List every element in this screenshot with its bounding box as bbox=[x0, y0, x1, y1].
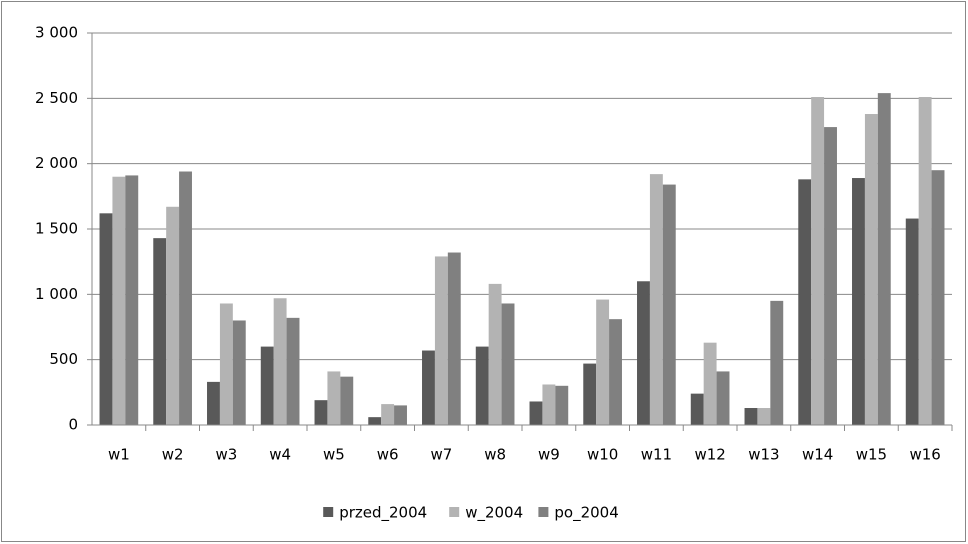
bar bbox=[286, 317, 300, 425]
bar bbox=[488, 283, 502, 425]
bar bbox=[555, 385, 569, 425]
bar bbox=[583, 363, 597, 425]
x-tick-label: w5 bbox=[323, 446, 345, 464]
bar bbox=[877, 93, 891, 426]
bar bbox=[219, 303, 233, 425]
bar bbox=[340, 376, 354, 425]
x-tick-label: w4 bbox=[269, 446, 291, 464]
y-tick-label: 1 500 bbox=[35, 220, 78, 238]
bar bbox=[757, 408, 771, 425]
legend-label: w_2004 bbox=[465, 504, 523, 523]
y-tick-label: 2 500 bbox=[35, 89, 78, 107]
y-tick-label: 500 bbox=[49, 350, 78, 368]
legend-label: po_2004 bbox=[554, 504, 618, 523]
x-tick-label: w16 bbox=[909, 446, 940, 464]
bar bbox=[99, 213, 113, 425]
bar bbox=[434, 256, 448, 425]
y-tick-label: 1 000 bbox=[35, 285, 78, 303]
bar bbox=[905, 218, 919, 425]
bar bbox=[501, 303, 515, 425]
bar bbox=[273, 298, 287, 425]
bar bbox=[649, 174, 663, 425]
y-tick-label: 0 bbox=[68, 416, 78, 434]
x-tick-label: w9 bbox=[538, 446, 560, 464]
x-tick-label: w7 bbox=[430, 446, 452, 464]
legend-swatch bbox=[323, 507, 334, 517]
bar bbox=[529, 401, 543, 425]
y-tick-label: 2 000 bbox=[35, 154, 78, 172]
bar bbox=[637, 281, 650, 425]
x-tick-label: w6 bbox=[377, 446, 399, 464]
legend-label: przed_2004 bbox=[339, 504, 427, 523]
bar bbox=[381, 404, 395, 425]
x-tick-label: w1 bbox=[108, 446, 130, 464]
legend-swatch bbox=[538, 507, 549, 517]
bar bbox=[475, 346, 489, 425]
x-tick-label: w2 bbox=[162, 446, 184, 464]
bar bbox=[232, 320, 246, 425]
bar bbox=[153, 238, 167, 425]
x-tick-label: w12 bbox=[694, 446, 725, 464]
bar bbox=[422, 350, 435, 425]
bar bbox=[690, 393, 704, 425]
bar bbox=[125, 175, 139, 425]
bar bbox=[260, 346, 274, 425]
bar bbox=[931, 170, 945, 425]
y-tick-label: 3 000 bbox=[35, 24, 78, 42]
bar bbox=[824, 127, 837, 425]
bar bbox=[368, 417, 382, 425]
bar bbox=[852, 178, 865, 425]
bar bbox=[864, 114, 878, 425]
bar bbox=[314, 400, 328, 425]
bar bbox=[179, 171, 192, 425]
bar bbox=[447, 252, 461, 425]
bar bbox=[112, 176, 126, 425]
bar bbox=[596, 299, 610, 425]
bar bbox=[798, 179, 812, 425]
x-tick-label: w3 bbox=[215, 446, 237, 464]
bar bbox=[207, 381, 220, 425]
x-tick-label: w15 bbox=[856, 446, 887, 464]
x-tick-label: w8 bbox=[484, 446, 506, 464]
bar bbox=[918, 97, 932, 425]
bar bbox=[703, 342, 717, 425]
bar bbox=[609, 319, 622, 425]
x-tick-label: w10 bbox=[587, 446, 618, 464]
x-tick-label: w14 bbox=[802, 446, 833, 464]
bar bbox=[770, 300, 784, 425]
bar bbox=[744, 408, 758, 425]
bar bbox=[662, 184, 676, 425]
bar bbox=[394, 405, 407, 425]
bar bbox=[542, 384, 556, 425]
bar bbox=[716, 371, 730, 425]
x-tick-label: w11 bbox=[641, 446, 672, 464]
legend-swatch bbox=[449, 507, 460, 517]
x-tick-label: w13 bbox=[748, 446, 779, 464]
bar bbox=[327, 371, 341, 425]
bar bbox=[166, 206, 180, 425]
bar bbox=[811, 97, 825, 425]
